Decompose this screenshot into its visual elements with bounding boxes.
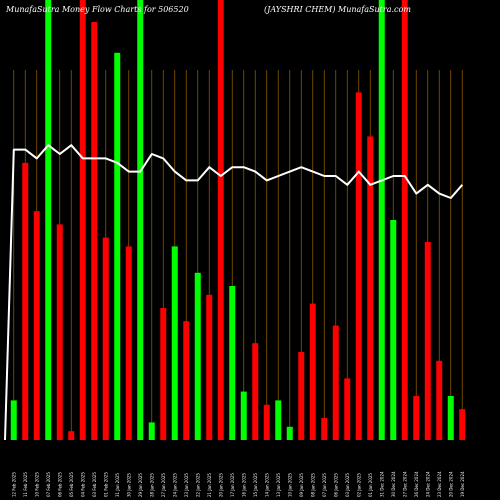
x-tick-label: 03 Feb 2025 — [92, 472, 97, 497]
bar-30 — [344, 378, 351, 440]
x-tick-label: 15 Jan 2025 — [253, 473, 258, 497]
bar-22 — [252, 343, 259, 440]
bar-1 — [10, 400, 17, 440]
bar-17 — [194, 272, 201, 440]
bar-33 — [378, 0, 385, 440]
x-tick-label: 24 Jan 2025 — [172, 473, 177, 497]
x-tick-label: 24 Dec 2024 — [425, 471, 430, 497]
x-tick-label: 17 Jan 2025 — [230, 473, 235, 497]
x-tick-label: 30 Jan 2025 — [126, 473, 131, 497]
x-tick-label: 07 Feb 2025 — [46, 472, 51, 497]
x-tick-label: 31 Jan 2025 — [115, 473, 120, 497]
bar-19 — [217, 0, 224, 440]
bar-32 — [367, 136, 374, 440]
x-tick-label: 10 Jan 2025 — [287, 473, 292, 497]
bar-12 — [137, 0, 144, 440]
money-flow-line-series — [4, 144, 464, 441]
x-tick-label: 05 Feb 2025 — [69, 472, 74, 497]
x-tick-label: 20 Jan 2025 — [218, 473, 223, 497]
x-tick-label: 23 Dec 2024 — [437, 471, 442, 497]
bar-3 — [33, 211, 40, 440]
x-tick-label: 02 Jan 2025 — [356, 473, 361, 497]
bar-16 — [183, 321, 190, 440]
x-tick-label: 23 Jan 2025 — [184, 473, 189, 497]
bar-27 — [309, 303, 316, 440]
bar-5 — [56, 224, 63, 440]
bar-28 — [321, 418, 328, 440]
x-tick-label: 08 Jan 2025 — [310, 473, 315, 497]
x-tick-label: 14 Jan 2025 — [264, 473, 269, 497]
x-tick-label: 30 Dec 2024 — [391, 471, 396, 497]
x-tick-label: 21 Jan 2025 — [207, 473, 212, 497]
bar-21 — [240, 391, 247, 440]
bar-2 — [22, 162, 29, 441]
x-tick-label: 09 Jan 2025 — [299, 473, 304, 497]
chart-title-right: (JAYSHRI CHEM) MunafaSutra.com — [264, 5, 411, 14]
x-tick-label: 06 Feb 2025 — [57, 472, 62, 497]
x-tick-label: 10 Feb 2025 — [34, 472, 39, 497]
x-tick-label: 04 Feb 2025 — [80, 472, 85, 497]
bar-29 — [332, 325, 339, 440]
bar-25 — [286, 426, 293, 440]
bar-8 — [91, 22, 98, 440]
bar-35 — [401, 0, 408, 440]
x-tick-label: 11 Feb 2025 — [23, 472, 28, 497]
bar-11 — [125, 246, 132, 440]
x-tick-label: 29 Jan 2025 — [138, 473, 143, 497]
x-tick-label: 01 Feb 2025 — [103, 472, 108, 497]
bar-26 — [298, 352, 305, 440]
x-tick-label: 06 Jan 2025 — [333, 473, 338, 497]
x-tick-label: 27 Jan 2025 — [161, 473, 166, 497]
x-axis-tick-labels: 12 Feb 2025 11 Feb 2025 10 Feb 2025 07 Feb … — [11, 471, 465, 497]
bar-10 — [114, 52, 121, 441]
bar-36 — [413, 396, 420, 440]
bar-18 — [206, 294, 213, 440]
x-tick-label: 16 Jan 2025 — [241, 473, 246, 497]
bar-7 — [79, 0, 86, 440]
x-tick-label: 26 Dec 2024 — [414, 471, 419, 497]
x-tick-label: 27 Dec 2024 — [402, 471, 407, 497]
x-tick-label: 03 Jan 2025 — [345, 473, 350, 497]
bar-9 — [102, 237, 109, 440]
bar-24 — [275, 400, 282, 440]
bar-20 — [229, 286, 236, 440]
bar-13 — [148, 422, 155, 440]
x-tick-label: 31 Dec 2024 — [379, 471, 384, 497]
x-tick-label: 28 Jan 2025 — [149, 473, 154, 497]
bar-40 — [459, 409, 466, 440]
x-tick-label: 01 Jan 2025 — [368, 473, 373, 497]
x-tick-label: 19 Dec 2024 — [460, 471, 465, 497]
chart-title-left: MunafaSutra Money Flow Charts for 506520 — [5, 5, 189, 14]
bar-14 — [160, 308, 167, 440]
x-tick-label: 22 Jan 2025 — [195, 473, 200, 497]
x-tick-label: 07 Jan 2025 — [322, 473, 327, 497]
bar-39 — [447, 396, 454, 440]
bar-series — [10, 0, 466, 441]
bar-37 — [424, 242, 431, 440]
bar-6 — [68, 431, 75, 440]
bar-4 — [45, 0, 52, 440]
bar-38 — [436, 360, 443, 440]
bar-15 — [171, 246, 178, 440]
money-flow-line — [4, 144, 464, 441]
x-tick-label: 20 Dec 2024 — [448, 471, 453, 497]
x-tick-label: 12 Feb 2025 — [11, 472, 16, 497]
bar-31 — [355, 92, 362, 441]
bar-34 — [390, 220, 397, 440]
bar-23 — [263, 404, 270, 440]
x-tick-label: 13 Jan 2025 — [276, 473, 281, 497]
